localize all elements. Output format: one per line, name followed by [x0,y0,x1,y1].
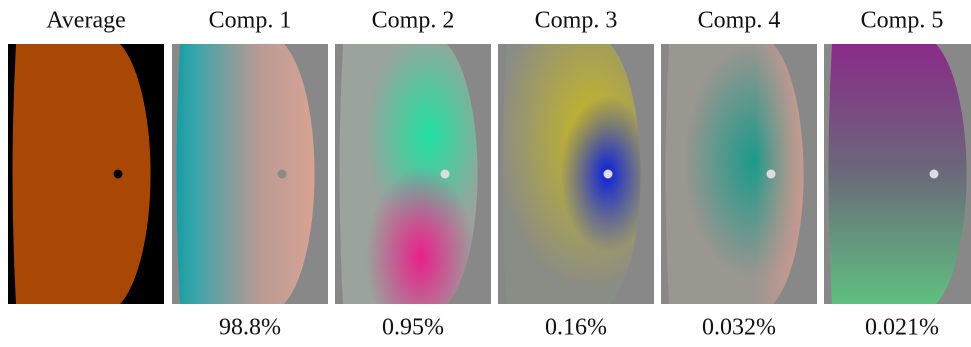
panel-title: Comp. 5 [861,8,944,34]
panel-image [8,44,164,304]
hemisphere [339,44,478,304]
highlight-dot [440,169,450,179]
panel-title: Comp. 3 [535,8,618,34]
panel: Comp. 3 0.16% [498,8,654,341]
panel-image [498,44,654,304]
panel: Comp. 4 0.032% [661,8,817,341]
panel-image [172,44,328,304]
highlight-dot [929,169,939,179]
highlight-dot [603,169,613,179]
shading [502,44,641,304]
hemisphere [12,44,151,304]
panel-image [335,44,491,304]
hemisphere [176,44,315,304]
panel-title: Average [46,8,126,34]
panel: Comp. 5 0.021% [824,8,971,341]
shading [828,44,967,304]
shading [339,44,478,304]
shading [176,44,315,304]
panel-image [824,44,971,304]
highlight-dot [277,169,287,179]
panel-image [661,44,817,304]
panel-title: Comp. 4 [698,8,781,34]
panel: Average [8,8,164,304]
panel-title: Comp. 2 [372,8,455,34]
panel-caption: 0.95% [382,315,444,341]
shading [12,44,151,304]
hemisphere [502,44,641,304]
panel: Comp. 2 0.95% [335,8,491,341]
panel-title: Comp. 1 [209,8,292,34]
highlight-dot [766,169,776,179]
panel-caption: 98.8% [219,315,281,341]
highlight-dot [113,169,123,179]
panel-caption: 0.032% [702,315,776,341]
panel-caption: 0.021% [865,315,939,341]
hemisphere [665,44,804,304]
panel-caption: 0.16% [545,315,607,341]
shading [665,44,804,304]
panel: Comp. 1 98.8% [172,8,328,341]
hemisphere [828,44,967,304]
